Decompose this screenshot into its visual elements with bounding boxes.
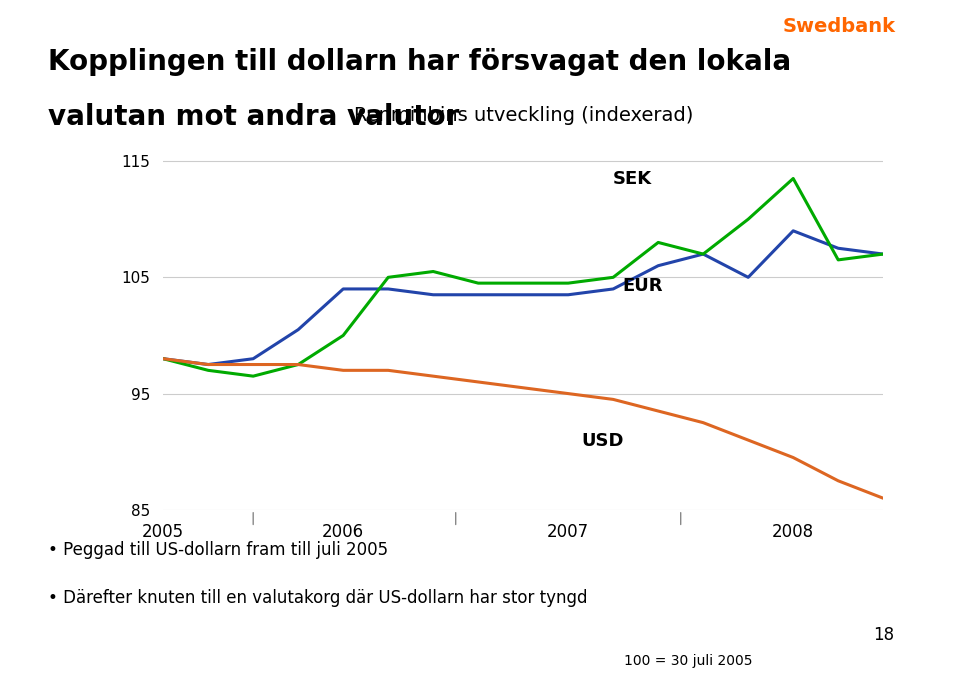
Text: • Därefter knuten till en valutakorg där US-dollarn har stor tyngd: • Därefter knuten till en valutakorg där… — [48, 589, 588, 607]
Text: 18: 18 — [874, 626, 895, 644]
Text: • Peggad till US-dollarn fram till juli 2005: • Peggad till US-dollarn fram till juli … — [48, 541, 388, 559]
Text: valutan mot andra valutor: valutan mot andra valutor — [48, 103, 460, 132]
Title: Renminbins utveckling (indexerad): Renminbins utveckling (indexerad) — [353, 106, 693, 125]
Text: Swedbank: Swedbank — [782, 17, 896, 37]
Text: EUR: EUR — [622, 277, 662, 296]
Text: 100 = 30 juli 2005: 100 = 30 juli 2005 — [624, 655, 753, 668]
Text: Kopplingen till dollarn har försvagat den lokala: Kopplingen till dollarn har försvagat de… — [48, 48, 791, 76]
Text: USD: USD — [582, 432, 624, 450]
Text: SEK: SEK — [613, 170, 653, 188]
